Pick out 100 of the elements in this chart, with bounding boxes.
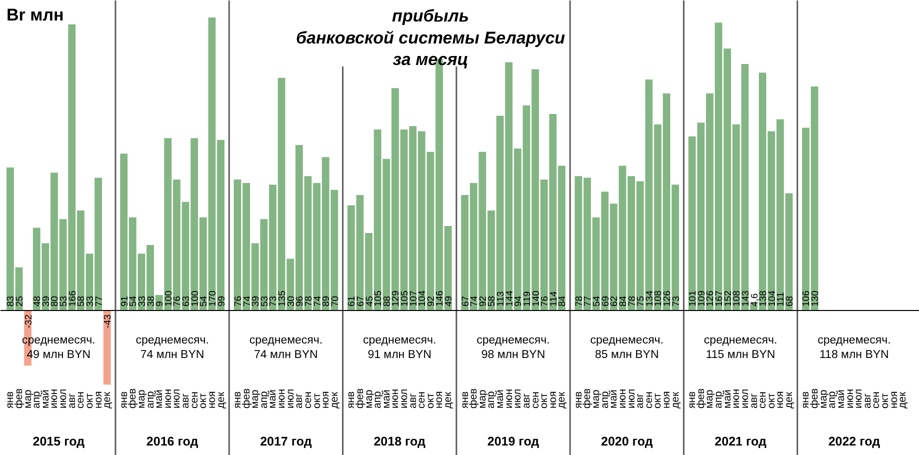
data-label: 61 — [346, 296, 358, 306]
data-label: 74 — [469, 296, 480, 306]
data-label: 146 — [434, 290, 446, 306]
data-label: 99 — [216, 296, 228, 306]
data-label: 83 — [6, 296, 17, 306]
text: 2017 год — [260, 434, 312, 448]
text: прибыль банковской системы Беларуси за месяц — [296, 6, 566, 70]
annotation: среднемесяч. 74 млн BYN — [249, 334, 323, 361]
data-label: 92 — [478, 296, 489, 306]
data-label: 109 — [696, 290, 708, 306]
data-label: 77 — [582, 296, 594, 306]
data-label: 54 — [128, 296, 140, 306]
data-label: 119 — [522, 291, 533, 306]
data-label: 73 — [670, 296, 682, 306]
data-label: 9 — [154, 301, 166, 306]
data-label: 126 — [662, 290, 674, 306]
data-label: 74 — [242, 296, 253, 306]
data-label: 39 — [250, 296, 262, 306]
data-label: 108 — [653, 290, 664, 306]
data-label: 45 — [364, 296, 376, 306]
annotation: среднемесяч. 98 млн BYN — [476, 334, 550, 361]
data-label: 39 — [40, 296, 52, 306]
data-label: -32 — [23, 314, 34, 328]
data-label: 63 — [181, 296, 192, 306]
data-label: 54 — [592, 296, 603, 306]
data-label: 126 — [705, 290, 716, 306]
data-label: 70 — [330, 296, 341, 306]
data-label: 129 — [390, 290, 402, 306]
text: 2016 год — [146, 434, 198, 448]
annotation: среднемесяч. 115 млн BYN — [704, 334, 778, 361]
data-label: 67 — [460, 296, 472, 306]
data-label: 113 — [496, 291, 507, 306]
data-label: 170 — [207, 290, 218, 306]
data-label: 68 — [784, 296, 796, 306]
data-label: 54 — [198, 296, 210, 306]
data-label: 107 — [408, 290, 420, 306]
annotation: среднемесяч. 74 млн BYN — [136, 334, 209, 361]
data-label: 94 — [513, 296, 524, 306]
data-label: 78 — [574, 296, 585, 306]
data-label: 134 — [644, 290, 656, 306]
data-label: 84 — [618, 296, 629, 306]
data-label: 166 — [67, 290, 78, 306]
data-label: 104 — [417, 290, 428, 306]
data-label: 77 — [94, 296, 105, 306]
data-label: 53 — [259, 296, 270, 306]
data-label: 138 — [758, 290, 770, 306]
data-label: 73 — [268, 296, 280, 306]
annotation: среднемесяч. 118 млн BYN — [818, 334, 891, 361]
data-label: 91 — [119, 296, 130, 306]
annotation: среднемесяч. 49 млн BYN — [22, 334, 96, 361]
annotation: среднемесяч. 85 млн BYN — [590, 334, 664, 361]
data-label: 49 — [444, 296, 455, 306]
data-label: 100 — [190, 290, 201, 306]
data-label: -43 — [102, 314, 114, 328]
data-label: 143 — [740, 290, 752, 306]
data-label: 33 — [136, 296, 148, 306]
text: 2022 год — [828, 434, 880, 448]
data-label: 4,6 — [749, 293, 760, 306]
data-label: 105 — [400, 290, 410, 306]
data-label: 76 — [232, 296, 244, 306]
data-label: 88 — [382, 296, 393, 306]
data-label: 135 — [277, 290, 288, 306]
data-label: 114 — [548, 291, 560, 306]
data-label: 105 — [373, 290, 384, 306]
data-label: 33 — [84, 296, 96, 306]
data-label: 80 — [50, 296, 61, 306]
data-label: 101 — [688, 290, 699, 306]
data-label: 106 — [801, 290, 812, 306]
data-label: 48 — [32, 296, 44, 306]
data-label: 38 — [146, 296, 157, 306]
data-label: 67 — [355, 296, 366, 306]
data-label: 140 — [530, 290, 542, 306]
data-label: 89 — [321, 296, 332, 306]
x-tick-label: фев — [581, 388, 594, 408]
data-label: 75 — [636, 296, 647, 306]
annotation: среднемесяч. 91 млн BYN — [362, 334, 436, 361]
data-label: 108 — [732, 290, 743, 306]
data-label: 92 — [426, 296, 437, 306]
text: 2019 год — [487, 434, 540, 448]
data-label: 100 — [163, 290, 174, 306]
data-label: 76 — [540, 296, 551, 306]
data-label: 152 — [722, 290, 734, 306]
data-label: 30 — [286, 296, 297, 306]
data-label: 78 — [626, 296, 638, 306]
data-label: 78 — [303, 296, 314, 306]
data-label: 104 — [766, 290, 778, 306]
data-label: 76 — [172, 296, 184, 306]
data-label: 167 — [714, 290, 726, 306]
data-label: 69 — [600, 296, 612, 306]
text: 2018 год — [374, 434, 426, 448]
data-label: 144 — [504, 290, 516, 306]
y-axis-title: Br млн — [6, 6, 64, 24]
data-label: 111 — [776, 292, 787, 306]
data-label: 96 — [294, 296, 306, 306]
data-label: 53 — [58, 296, 70, 306]
data-label: 25 — [14, 296, 26, 306]
data-label: 74 — [312, 296, 324, 306]
text: 2020 год — [601, 434, 653, 448]
text: 2021 год — [714, 434, 766, 448]
data-label: 58 — [76, 296, 88, 306]
